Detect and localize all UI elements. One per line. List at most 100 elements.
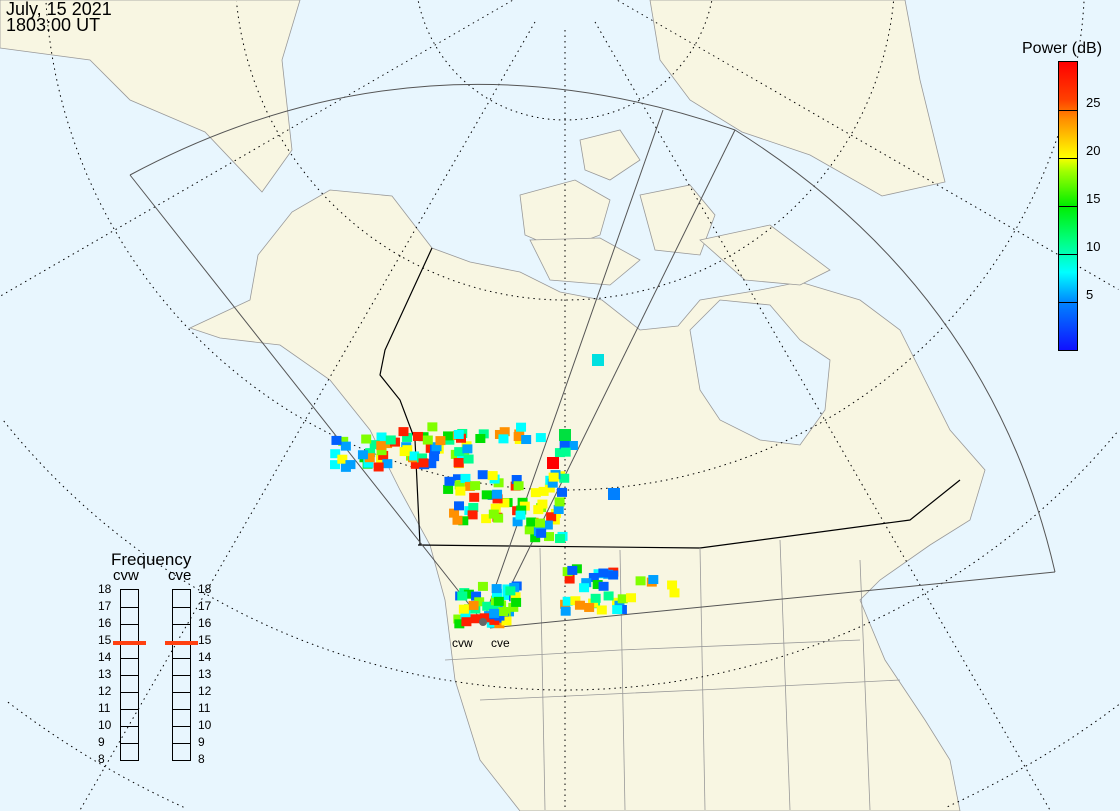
frequency-bar-division [173,743,190,744]
backscatter-cell [482,601,493,611]
backscatter-cell [590,593,601,603]
backscatter-cell [463,589,474,599]
hudson-bay [689,299,831,446]
backscatter-cell [481,514,492,524]
backscatter-cell [626,593,637,603]
backscatter-cell [453,614,464,624]
backscatter-cell [468,600,479,610]
backscatter-cell [385,435,396,445]
colorbar-division [1059,110,1077,111]
frequency-marker [165,640,198,645]
backscatter-cell [574,600,585,610]
backscatter-cell [338,436,349,446]
backscatter-cell [592,580,603,590]
frequency-label-left: 17 [98,599,112,613]
colorbar-division [1059,254,1077,255]
frequency-label-right: 11 [198,701,211,715]
backscatter-cell [512,517,523,527]
backscatter-cell [502,590,513,600]
backscatter-cell [481,490,492,500]
siberia [0,0,301,193]
backscatter-cell [487,471,498,481]
frequency-label-left: 11 [98,701,111,715]
backscatter-cell [489,602,500,612]
frequency-bar-division [121,607,138,608]
backscatter-cell [357,450,368,460]
backscatter-cell [443,484,454,494]
backscatter-cell [376,432,387,442]
fov-cve-bottom [489,571,1056,629]
frequency-bar-division [173,658,190,659]
backscatter-cell [489,608,500,618]
backscatter-cell [455,486,466,496]
backscatter-cells [330,354,680,629]
backscatter-cell [461,617,472,627]
field-of-view [129,83,1056,629]
backscatter-cell [669,588,680,598]
frequency-label-right: 10 [198,718,212,732]
backscatter-cell [505,586,516,596]
backscatter-cell [330,449,341,459]
backscatter-cell [553,504,564,514]
backscatter-cell [457,591,468,601]
backscatter-cell [588,572,599,582]
backscatter-cell [559,473,570,483]
backscatter-cell [492,494,503,504]
backscatter-cell [592,354,604,366]
baffin-island [699,224,831,286]
colorbar-tick-label: 25 [1086,95,1101,110]
frequency-bar-cve [165,589,198,761]
arctic-island [579,129,641,181]
backscatter-cell [596,605,607,615]
backscatter-cell [345,460,356,470]
backscatter-cell [369,440,380,450]
backscatter-cell [499,427,510,437]
backscatter-cell [548,472,559,482]
backscatter-cell [454,501,465,511]
backscatter-cell [364,453,375,463]
backscatter-cell [363,458,374,468]
frequency-label-left: 8 [98,752,105,766]
frequency-bar-division [173,607,190,608]
backscatter-cell [410,459,421,469]
backscatter-cell [422,435,433,445]
backscatter-cell [635,576,646,586]
backscatter-cell [453,458,464,468]
backscatter-cell [544,532,555,542]
backscatter-cell [535,433,546,443]
backscatter-cell [468,502,479,512]
colorbar-division [1059,158,1077,159]
backscatter-cell [471,591,482,601]
frequency-label-left: 13 [98,667,112,681]
arctic-island [519,179,611,251]
date-label: July, 15 2021 [6,0,112,19]
backscatter-cell [382,459,393,469]
backscatter-cell [435,436,446,446]
backscatter-cell [554,497,565,507]
backscatter-cell [489,615,500,625]
backscatter-cell [648,575,659,585]
backscatter-cell [526,517,537,527]
backscatter-cell [398,427,409,437]
backscatter-cell [378,450,389,460]
backscatter-cell [567,440,578,450]
backscatter-cell [409,451,420,461]
backscatter-cell [458,516,469,526]
backscatter-cell [554,534,565,544]
backscatter-cell [443,431,454,441]
backscatter-cell [361,434,372,444]
frequency-bar-division [173,624,190,625]
frequency-label-left: 18 [98,582,112,596]
backscatter-cell [458,604,469,614]
frequency-bar-division [121,624,138,625]
backscatter-cell [536,528,547,538]
backscatter-cell [452,474,463,484]
backscatter-cell [470,614,481,624]
backscatter-cell [373,462,384,472]
backscatter-cell [444,476,455,486]
backscatter-cell [667,580,678,590]
backscatter-cell [608,570,619,580]
backscatter-cell [508,602,519,612]
frequency-label-right: 8 [198,752,205,766]
backscatter-cell [581,578,592,588]
